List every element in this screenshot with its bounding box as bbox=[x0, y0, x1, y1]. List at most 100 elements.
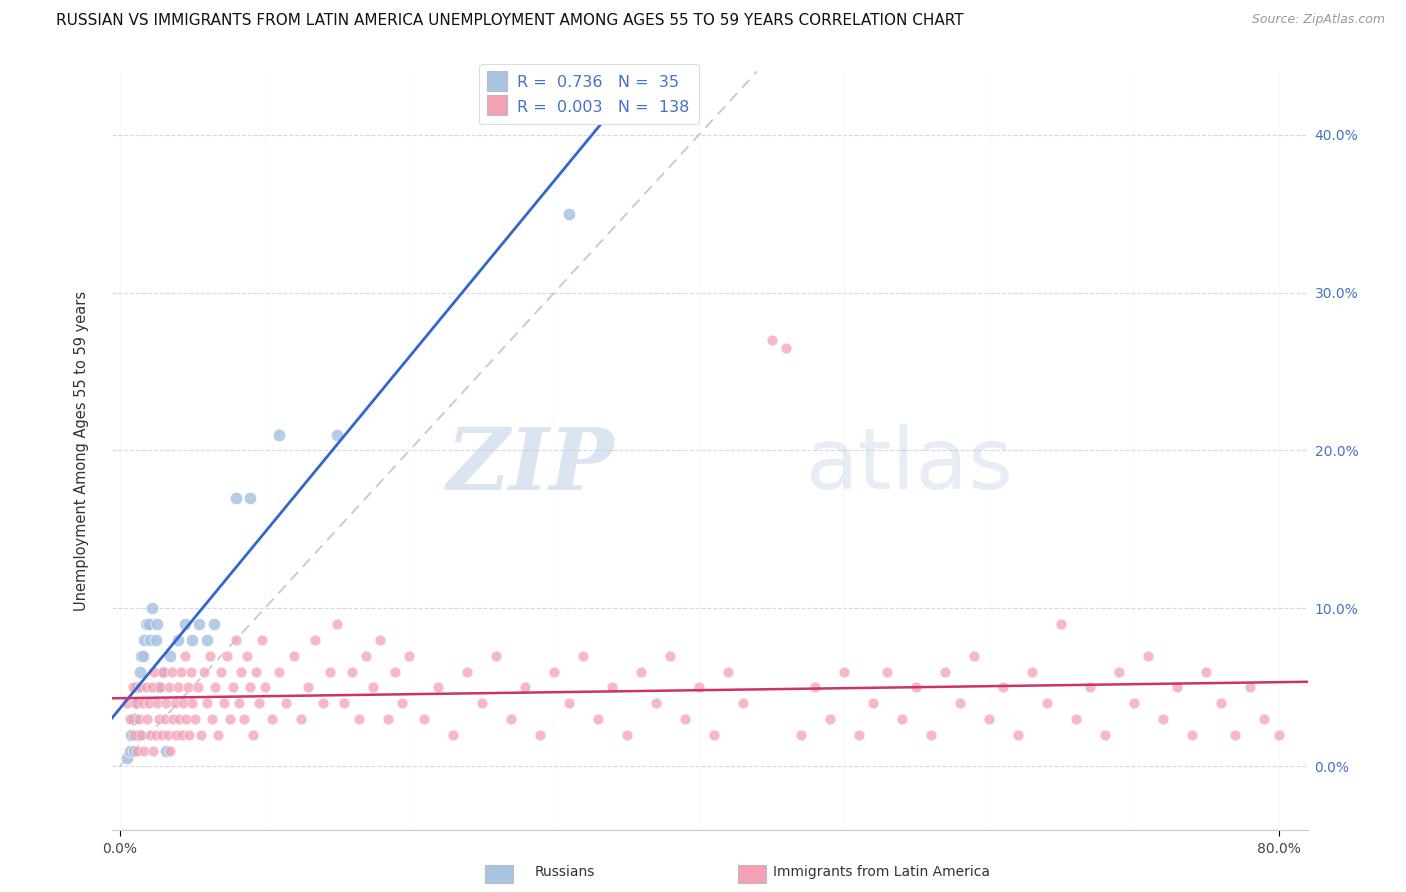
Point bbox=[290, 712, 312, 726]
Point bbox=[131, 648, 153, 663]
Point bbox=[236, 648, 259, 663]
Point bbox=[600, 681, 623, 695]
Point bbox=[121, 681, 143, 695]
Point bbox=[228, 696, 250, 710]
Point bbox=[146, 617, 169, 632]
Point bbox=[499, 712, 522, 726]
Point bbox=[165, 728, 187, 742]
Point bbox=[145, 728, 167, 742]
Text: ZIP: ZIP bbox=[447, 424, 614, 508]
Point bbox=[276, 696, 298, 710]
Text: atlas: atlas bbox=[806, 424, 1014, 508]
Point bbox=[174, 617, 197, 632]
Point bbox=[155, 743, 177, 757]
Point bbox=[319, 665, 342, 679]
Point bbox=[148, 681, 170, 695]
Point bbox=[134, 633, 156, 648]
Point bbox=[1209, 696, 1232, 710]
Point bbox=[1078, 681, 1101, 695]
Point bbox=[347, 712, 370, 726]
Point bbox=[370, 633, 392, 648]
Point bbox=[202, 617, 225, 632]
Point bbox=[717, 665, 740, 679]
Point bbox=[181, 696, 204, 710]
Point bbox=[132, 648, 155, 663]
Point bbox=[145, 633, 167, 648]
Text: Source: ZipAtlas.com: Source: ZipAtlas.com bbox=[1251, 13, 1385, 27]
Point bbox=[862, 696, 884, 710]
Text: RUSSIAN VS IMMIGRANTS FROM LATIN AMERICA UNEMPLOYMENT AMONG AGES 55 TO 59 YEARS : RUSSIAN VS IMMIGRANTS FROM LATIN AMERICA… bbox=[56, 13, 965, 29]
Point bbox=[761, 333, 783, 347]
Point bbox=[204, 681, 226, 695]
Point bbox=[141, 601, 163, 615]
Point bbox=[267, 665, 290, 679]
Point bbox=[215, 648, 238, 663]
Point bbox=[188, 617, 211, 632]
Point bbox=[340, 665, 363, 679]
Y-axis label: Unemployment Among Ages 55 to 59 years: Unemployment Among Ages 55 to 59 years bbox=[75, 291, 89, 610]
Point bbox=[122, 743, 145, 757]
Point bbox=[239, 681, 262, 695]
Point bbox=[225, 633, 247, 648]
Point bbox=[311, 696, 333, 710]
Point bbox=[333, 696, 356, 710]
Point bbox=[1021, 665, 1043, 679]
Point bbox=[384, 665, 406, 679]
Point bbox=[195, 696, 218, 710]
Point bbox=[326, 617, 349, 632]
Point bbox=[688, 681, 710, 695]
Point bbox=[122, 728, 145, 742]
Point bbox=[949, 696, 972, 710]
Point bbox=[209, 665, 232, 679]
Point bbox=[198, 648, 221, 663]
Point bbox=[134, 743, 156, 757]
Point bbox=[644, 696, 666, 710]
Point bbox=[181, 633, 204, 648]
Point bbox=[129, 681, 152, 695]
Point bbox=[848, 728, 870, 742]
Point bbox=[157, 681, 180, 695]
Point bbox=[138, 617, 160, 632]
Point bbox=[818, 712, 841, 726]
Point bbox=[212, 696, 235, 710]
Point bbox=[253, 681, 276, 695]
Point bbox=[543, 665, 565, 679]
Point bbox=[201, 712, 224, 726]
Point bbox=[166, 633, 188, 648]
Point bbox=[1122, 696, 1144, 710]
Point bbox=[775, 341, 797, 355]
Point bbox=[149, 681, 172, 695]
Point bbox=[139, 728, 162, 742]
Point bbox=[167, 712, 190, 726]
Point bbox=[218, 712, 240, 726]
Point bbox=[233, 712, 256, 726]
Point bbox=[427, 681, 450, 695]
Point bbox=[558, 206, 581, 220]
Point bbox=[441, 728, 464, 742]
Point bbox=[242, 728, 264, 742]
Point bbox=[128, 728, 150, 742]
Point bbox=[1064, 712, 1087, 726]
Point bbox=[135, 681, 157, 695]
Point bbox=[1195, 665, 1218, 679]
Point bbox=[124, 696, 146, 710]
Point bbox=[225, 491, 247, 505]
Point bbox=[529, 728, 551, 742]
Point bbox=[131, 728, 153, 742]
Point bbox=[115, 696, 138, 710]
Point bbox=[832, 665, 855, 679]
Point bbox=[703, 728, 725, 742]
Point bbox=[1036, 696, 1059, 710]
Legend: R =  0.736   N =  35, R =  0.003   N =  138: R = 0.736 N = 35, R = 0.003 N = 138 bbox=[479, 64, 699, 125]
Point bbox=[146, 696, 169, 710]
Point bbox=[1050, 617, 1073, 632]
Point bbox=[1181, 728, 1204, 742]
Point bbox=[124, 696, 146, 710]
Point bbox=[326, 427, 349, 442]
Point bbox=[977, 712, 1000, 726]
Point bbox=[155, 696, 177, 710]
Point bbox=[789, 728, 811, 742]
Point bbox=[515, 681, 537, 695]
Point bbox=[673, 712, 696, 726]
Point bbox=[1152, 712, 1174, 726]
